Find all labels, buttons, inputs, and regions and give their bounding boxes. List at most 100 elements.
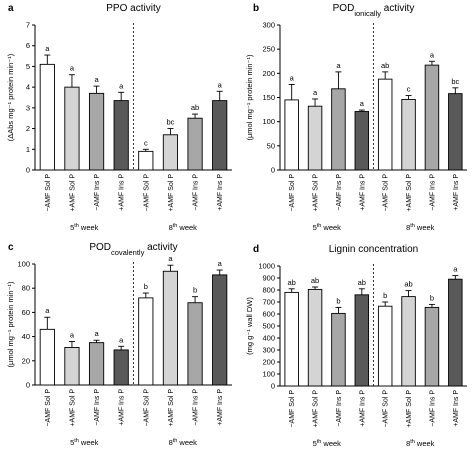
bar <box>307 288 323 387</box>
significance-letter: a <box>360 99 365 108</box>
x-tick-label: −AMF Ins P <box>94 174 101 211</box>
week-label: 8th week <box>406 223 435 232</box>
week-number: 5 <box>313 223 317 232</box>
week-label: 5th week <box>313 439 342 448</box>
bar <box>401 98 416 171</box>
week-suffix: th <box>410 439 415 445</box>
significance-letter: a <box>218 259 223 268</box>
panel-title: PPO activity <box>106 3 160 14</box>
bar <box>138 150 154 171</box>
significance-letter: a <box>313 88 318 97</box>
bar <box>284 99 299 171</box>
x-tick-label: +AMF Sol P <box>406 174 413 212</box>
y-tick-label: 300 <box>262 21 275 30</box>
x-tick-label: +AMF Ins P <box>119 389 126 426</box>
significance-letter: bc <box>451 77 459 86</box>
week-word: week <box>177 223 197 232</box>
significance-letter: a <box>119 335 124 344</box>
y-tick-label: 200 <box>262 358 275 367</box>
bar <box>39 63 55 171</box>
significance-letter: c <box>144 138 148 147</box>
significance-letter: a <box>94 75 99 84</box>
significance-letter: a <box>45 306 50 315</box>
significance-letter: a <box>45 44 50 53</box>
x-tick-label: +AMF Sol P <box>69 174 76 212</box>
y-tick-label: 6 <box>26 41 30 50</box>
title-main: POD <box>333 3 355 14</box>
y-tick-label: 80 <box>22 284 30 293</box>
x-tick-label: +AMF Sol P <box>406 390 413 428</box>
y-tick-label: 150 <box>262 93 275 102</box>
y-tick-label: 800 <box>262 286 275 295</box>
y-tick-label: 2 <box>26 124 30 133</box>
week-suffix: th <box>74 223 79 229</box>
bar <box>64 347 80 386</box>
x-tick-label: +AMF Ins P <box>217 174 224 211</box>
bar <box>354 111 370 171</box>
y-tick-label: 1000 <box>258 262 275 271</box>
bar <box>448 278 463 387</box>
bar <box>212 274 228 386</box>
y-axis-label: (mg g⁻¹ wall DW) <box>245 297 254 355</box>
bar <box>162 270 179 386</box>
y-tick-label: 0 <box>26 381 30 390</box>
y-tick-label: 100 <box>262 370 275 379</box>
y-tick-label: 1 <box>26 145 30 154</box>
y-tick-label: 500 <box>262 322 275 331</box>
significance-letter: a <box>70 64 75 73</box>
bar <box>187 302 203 386</box>
bar <box>401 296 416 387</box>
x-tick-label: −AMF Ins P <box>429 174 436 211</box>
y-tick-label: 5 <box>26 62 30 71</box>
y-tick-label: 3 <box>26 103 30 112</box>
x-tick-label: −AMF Sol P <box>143 389 150 427</box>
title-main: Lignin concentration <box>329 244 419 255</box>
panel-title: PODionically activity <box>333 3 415 18</box>
bar <box>113 100 129 171</box>
week-label: 8th week <box>169 223 198 232</box>
week-word: week <box>79 223 99 232</box>
panel-c: c PODcovalently activity 0 20 40 60 80 100 (μmol… <box>6 242 232 447</box>
y-tick-label: 100 <box>262 117 275 126</box>
title-subscript: ionically <box>354 9 381 18</box>
significance-letter: bc <box>166 118 174 127</box>
x-tick-label: +AMF Sol P <box>313 390 320 428</box>
significance-letter: ab <box>358 278 366 287</box>
week-number: 5 <box>313 439 317 448</box>
week-word: week <box>79 438 99 447</box>
week-suffix: th <box>410 223 415 229</box>
significance-letter: c <box>407 85 411 94</box>
y-tick-label: 300 <box>262 346 275 355</box>
x-tick-label: +AMF Sol P <box>168 174 175 212</box>
x-tick-label: −AMF Sol P <box>383 390 390 428</box>
bar <box>212 100 228 171</box>
x-tick-label: −AMF Ins P <box>336 174 343 211</box>
y-tick-label: 600 <box>262 310 275 319</box>
x-tick-label: +AMF Ins P <box>359 174 366 211</box>
y-axis-label: (μmol mg⁻¹ protein min⁻¹) <box>6 281 15 368</box>
panel-b: b PODionically activity 0 50 100 150 200 250 300… <box>245 3 467 232</box>
significance-letter: a <box>453 265 458 274</box>
week-label: 5th week <box>70 438 99 447</box>
significance-letter: a <box>218 80 223 89</box>
week-word: week <box>177 438 197 447</box>
y-tick-label: 7 <box>26 21 30 30</box>
y-tick-label: 900 <box>262 274 275 283</box>
bar <box>331 312 346 387</box>
week-number: 8 <box>169 438 173 447</box>
week-number: 5 <box>70 438 74 447</box>
y-tick-label: 50 <box>267 141 275 150</box>
week-suffix: th <box>74 438 79 444</box>
bar <box>354 294 370 387</box>
week-number: 5 <box>70 223 74 232</box>
x-tick-label: −AMF Sol P <box>383 174 390 212</box>
x-tick-label: −AMF Sol P <box>289 174 296 212</box>
y-tick-label: 100 <box>17 260 30 269</box>
week-number: 8 <box>406 439 410 448</box>
y-tick-label: 0 <box>271 166 275 175</box>
x-tick-label: −AMF Sol P <box>45 174 52 212</box>
significance-letter: a <box>290 73 295 82</box>
panel-a: a PPO activity 0 1 2 3 4 5 6 7 (ΔAbs mg⁻¹ protein … <box>6 3 232 232</box>
week-word: week <box>415 439 435 448</box>
x-tick-label: +AMF Sol P <box>168 389 175 427</box>
